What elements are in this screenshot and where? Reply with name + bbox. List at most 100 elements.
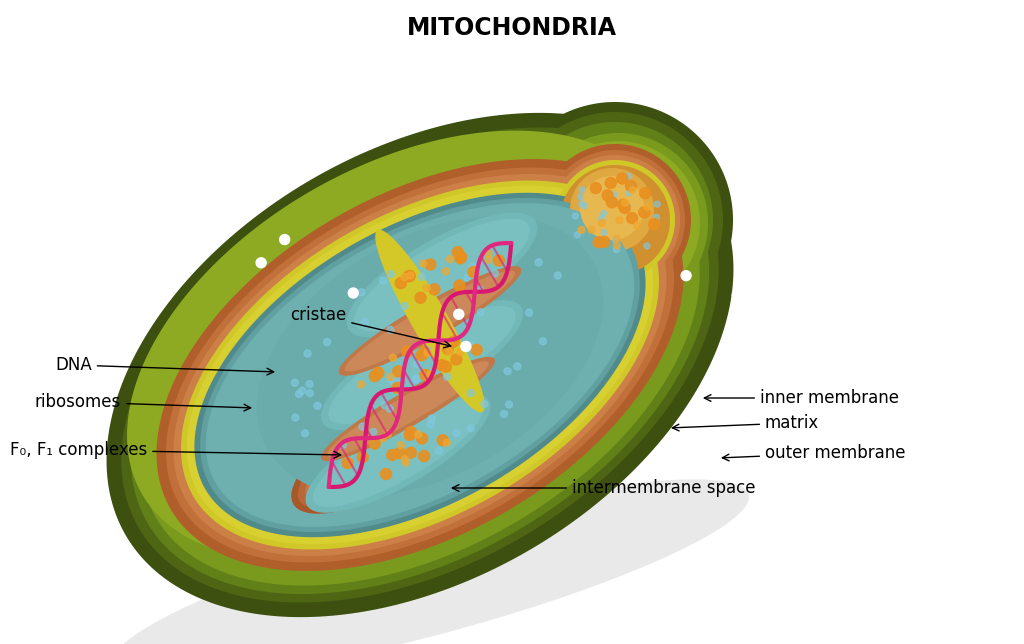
Polygon shape	[539, 144, 691, 296]
Circle shape	[301, 430, 308, 437]
Circle shape	[299, 387, 306, 394]
Circle shape	[630, 183, 636, 189]
Circle shape	[348, 288, 358, 298]
Polygon shape	[555, 160, 675, 280]
Polygon shape	[354, 219, 529, 332]
Circle shape	[579, 187, 585, 193]
Polygon shape	[375, 230, 484, 412]
Polygon shape	[321, 300, 523, 430]
Text: matrix: matrix	[673, 414, 819, 432]
Circle shape	[613, 235, 621, 242]
Circle shape	[640, 187, 650, 198]
Circle shape	[644, 203, 651, 210]
Circle shape	[387, 327, 394, 334]
Circle shape	[485, 256, 493, 263]
Circle shape	[588, 226, 595, 233]
Circle shape	[467, 425, 474, 432]
Circle shape	[415, 431, 422, 438]
Polygon shape	[346, 234, 529, 352]
Circle shape	[626, 180, 637, 191]
Circle shape	[357, 381, 365, 388]
Circle shape	[696, 393, 707, 403]
Circle shape	[485, 250, 492, 257]
Polygon shape	[339, 320, 502, 421]
Circle shape	[419, 451, 430, 462]
Circle shape	[406, 426, 417, 438]
Circle shape	[653, 214, 659, 220]
Polygon shape	[305, 392, 479, 502]
Polygon shape	[313, 308, 516, 439]
Circle shape	[414, 361, 420, 367]
Circle shape	[406, 447, 416, 458]
Circle shape	[634, 222, 641, 229]
Circle shape	[620, 202, 631, 213]
Circle shape	[477, 308, 484, 316]
Circle shape	[602, 190, 613, 201]
Polygon shape	[166, 167, 674, 562]
Polygon shape	[339, 266, 521, 375]
Circle shape	[413, 375, 420, 382]
Circle shape	[612, 237, 618, 243]
Circle shape	[453, 430, 460, 437]
Polygon shape	[309, 301, 521, 439]
Polygon shape	[257, 216, 603, 494]
Circle shape	[514, 363, 521, 370]
Circle shape	[387, 374, 394, 381]
Polygon shape	[329, 306, 516, 424]
Circle shape	[639, 207, 650, 218]
Polygon shape	[195, 193, 645, 537]
Circle shape	[449, 336, 460, 347]
Circle shape	[417, 433, 428, 444]
Circle shape	[605, 178, 616, 189]
Circle shape	[461, 341, 471, 352]
Circle shape	[579, 226, 585, 233]
Polygon shape	[550, 155, 680, 285]
Circle shape	[492, 270, 499, 277]
Circle shape	[446, 256, 454, 263]
Circle shape	[380, 277, 386, 284]
Circle shape	[415, 292, 426, 303]
Circle shape	[394, 448, 406, 459]
Circle shape	[387, 376, 394, 383]
Polygon shape	[507, 112, 723, 328]
Polygon shape	[339, 228, 537, 358]
Polygon shape	[328, 361, 488, 457]
Circle shape	[599, 236, 610, 247]
Polygon shape	[321, 357, 495, 461]
Circle shape	[380, 435, 386, 442]
Polygon shape	[186, 185, 653, 544]
Polygon shape	[357, 242, 512, 339]
Polygon shape	[545, 150, 685, 290]
Circle shape	[357, 451, 369, 462]
Polygon shape	[305, 393, 490, 513]
Circle shape	[442, 344, 454, 355]
Circle shape	[256, 258, 266, 268]
Circle shape	[357, 289, 365, 296]
Circle shape	[627, 213, 638, 223]
Polygon shape	[354, 240, 522, 346]
Circle shape	[389, 354, 396, 361]
Circle shape	[582, 203, 588, 209]
Circle shape	[424, 349, 431, 356]
Polygon shape	[181, 180, 659, 549]
Circle shape	[622, 199, 629, 206]
Polygon shape	[293, 381, 487, 509]
Circle shape	[402, 430, 410, 437]
Polygon shape	[307, 392, 473, 498]
Circle shape	[392, 366, 403, 377]
Circle shape	[654, 201, 660, 207]
Circle shape	[428, 415, 435, 422]
Polygon shape	[560, 165, 670, 275]
Circle shape	[401, 346, 413, 357]
Circle shape	[445, 348, 453, 355]
Circle shape	[606, 197, 617, 208]
Circle shape	[314, 402, 322, 410]
Circle shape	[644, 243, 650, 249]
Circle shape	[455, 253, 466, 264]
Polygon shape	[536, 141, 700, 305]
Polygon shape	[106, 113, 733, 617]
Circle shape	[440, 361, 452, 372]
Circle shape	[370, 438, 380, 450]
Circle shape	[649, 219, 659, 230]
Circle shape	[626, 173, 632, 179]
